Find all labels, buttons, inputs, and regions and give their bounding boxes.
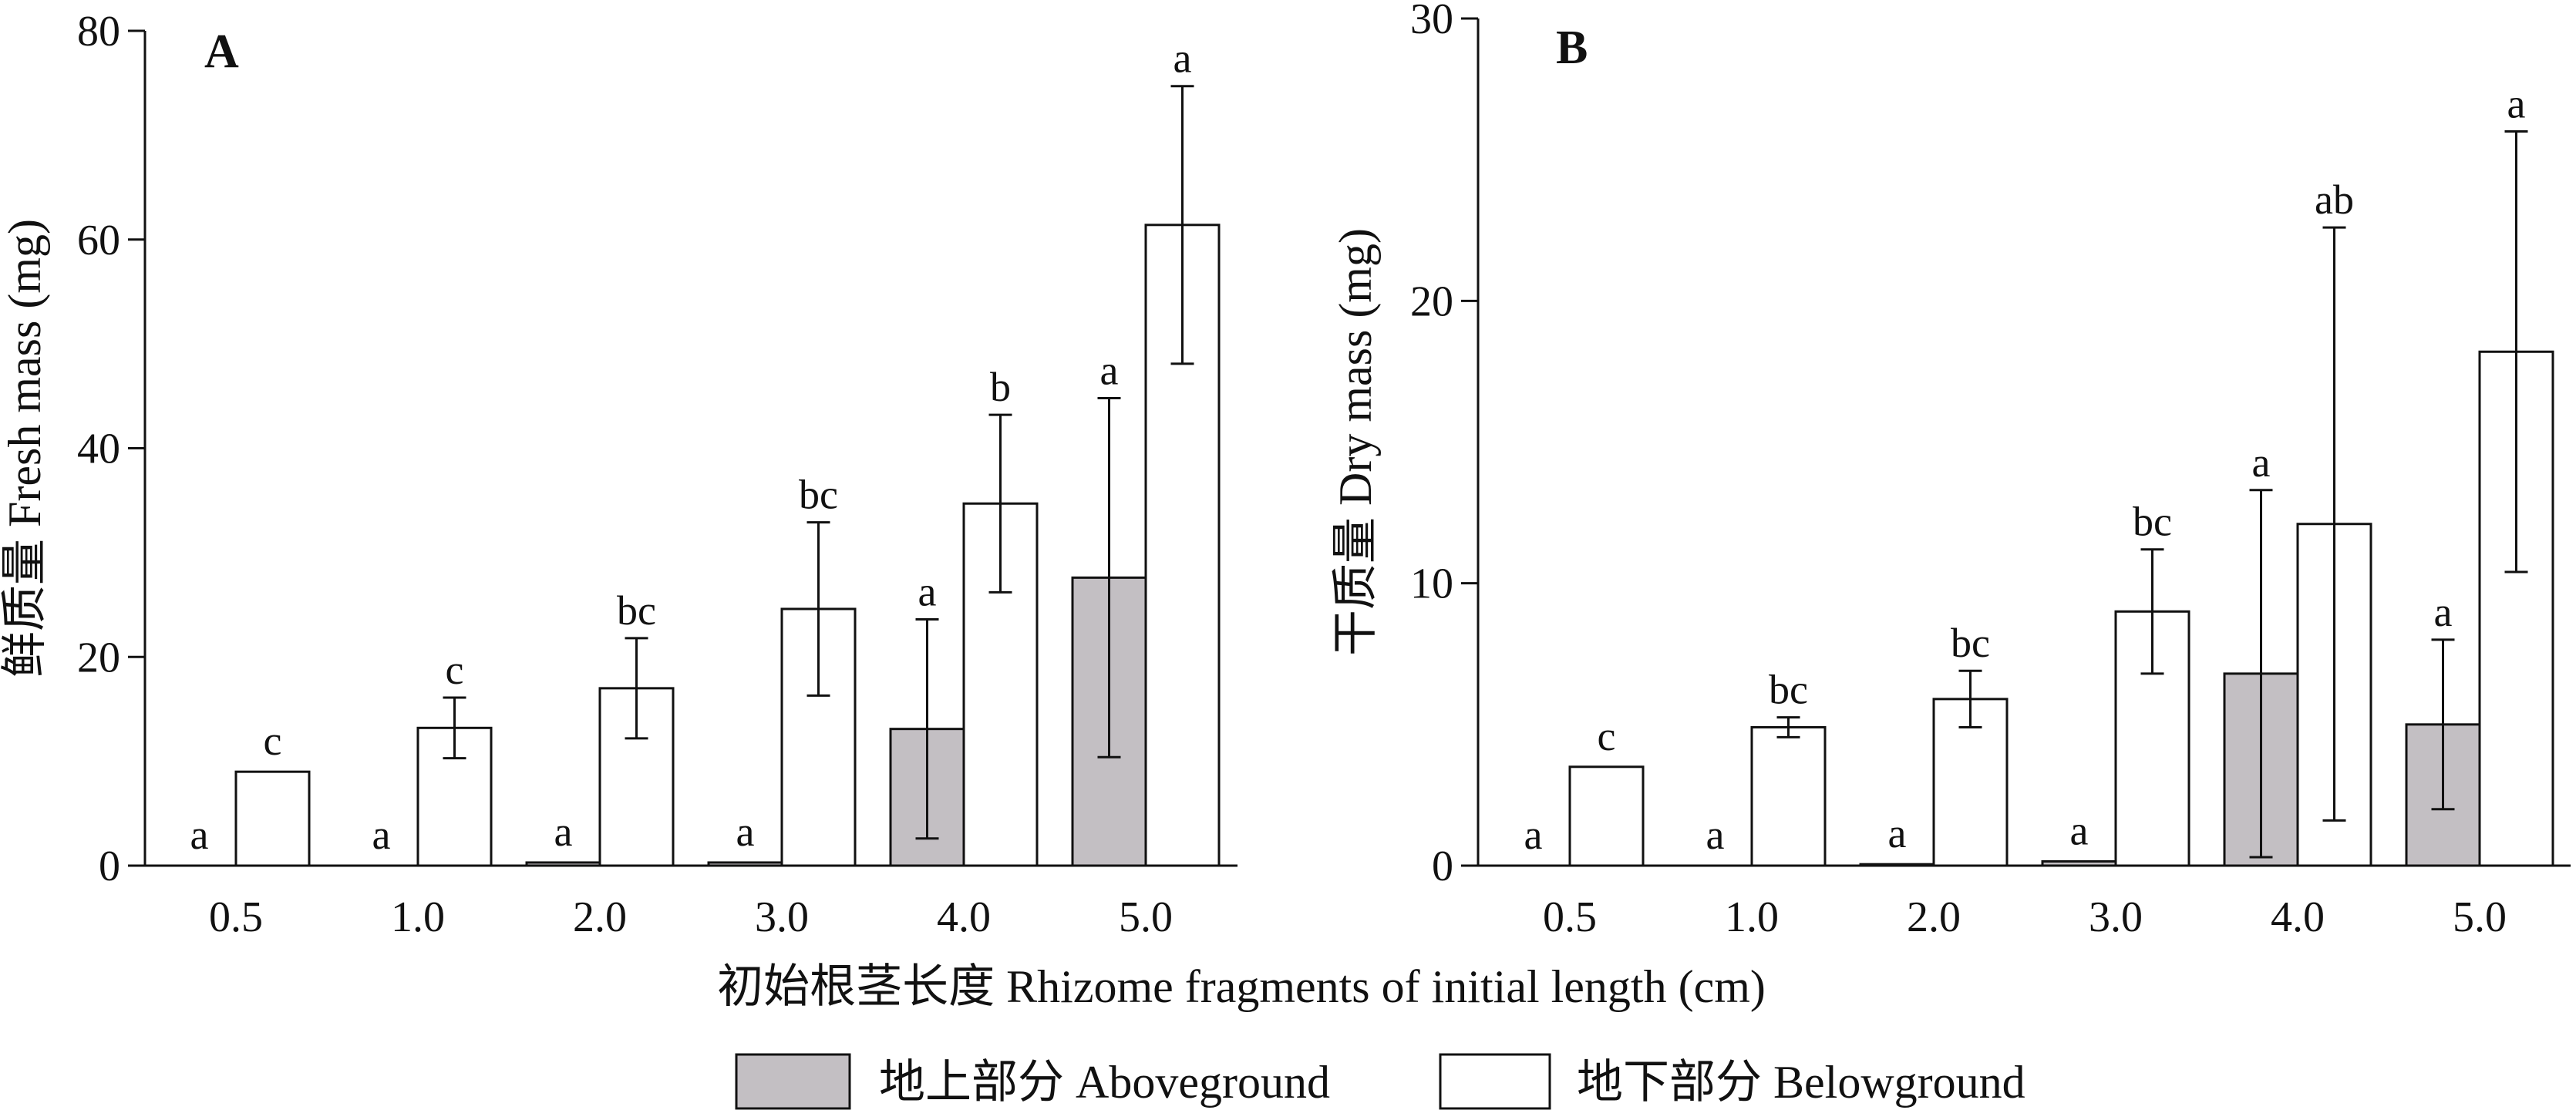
significance-label-aboveground: a bbox=[2434, 589, 2453, 635]
x-tick-label: 5.0 bbox=[2453, 893, 2507, 941]
x-tick-label: 0.5 bbox=[209, 893, 263, 941]
significance-label-aboveground: a bbox=[1100, 348, 1119, 394]
y-tick-label: 40 bbox=[77, 426, 120, 473]
significance-label-belowground: b bbox=[990, 364, 1011, 410]
x-tick-label: 1.0 bbox=[391, 893, 445, 941]
y-tick-label: 60 bbox=[77, 217, 120, 264]
y-tick-label: 0 bbox=[99, 843, 120, 890]
significance-label-belowground: c bbox=[1598, 713, 1616, 759]
bar-belowground bbox=[1750, 725, 1827, 867]
bar-aboveground bbox=[525, 861, 601, 867]
significance-label-aboveground: a bbox=[918, 569, 937, 615]
x-tick-label: 4.0 bbox=[937, 893, 991, 941]
y-axis-title: 干质量 Dry mass (mg) bbox=[1330, 228, 1381, 656]
significance-label-belowground: bc bbox=[2133, 499, 2172, 545]
y-tick-label: 20 bbox=[77, 634, 120, 681]
panel-letter: A bbox=[204, 25, 239, 78]
significance-label-belowground: c bbox=[264, 718, 282, 764]
legend-swatch-aboveground bbox=[735, 1053, 851, 1110]
bar-aboveground bbox=[1859, 863, 1935, 867]
y-axis-title: 鲜质量 Fresh mass (mg) bbox=[0, 219, 50, 678]
significance-label-aboveground: a bbox=[190, 812, 209, 858]
legend-label-belowground: 地下部分 Belowground bbox=[1577, 1057, 2025, 1108]
significance-label-belowground: bc bbox=[1769, 667, 1808, 713]
y-tick-label: 0 bbox=[1432, 843, 1453, 890]
x-tick-label: 2.0 bbox=[573, 893, 627, 941]
bar-belowground bbox=[1568, 765, 1645, 867]
y-tick-label: 80 bbox=[77, 8, 120, 56]
x-tick-label: 1.0 bbox=[1725, 893, 1779, 941]
significance-label-belowground: bc bbox=[617, 587, 656, 634]
x-tick-label: 0.5 bbox=[1543, 893, 1597, 941]
significance-label-aboveground: a bbox=[2252, 439, 2271, 486]
bar-aboveground bbox=[2041, 860, 2117, 867]
x-tick-label: 4.0 bbox=[2271, 893, 2325, 941]
significance-label-aboveground: a bbox=[1706, 812, 1725, 858]
significance-label-belowground: a bbox=[2507, 81, 2526, 127]
significance-label-aboveground: a bbox=[1888, 810, 1907, 856]
bar-aboveground bbox=[707, 861, 783, 867]
x-tick-label: 3.0 bbox=[2089, 893, 2143, 941]
significance-label-belowground: bc bbox=[799, 472, 838, 518]
significance-label-belowground: a bbox=[1174, 35, 1192, 82]
significance-label-belowground: c bbox=[446, 647, 464, 693]
x-tick-label: 3.0 bbox=[755, 893, 809, 941]
legend: 地上部分 Aboveground 地下部分 Belowground bbox=[735, 1053, 2025, 1110]
significance-label-belowground: bc bbox=[1951, 620, 1990, 666]
significance-label-aboveground: a bbox=[1524, 812, 1543, 858]
x-axis-title: 初始根茎长度 Rhizome fragments of initial leng… bbox=[717, 961, 1766, 1012]
significance-label-belowground: ab bbox=[2315, 177, 2354, 223]
legend-swatch-belowground bbox=[1439, 1053, 1551, 1110]
panel-letter: B bbox=[1556, 22, 1588, 74]
y-tick-label: 10 bbox=[1410, 560, 1453, 608]
significance-label-aboveground: a bbox=[372, 812, 391, 858]
x-tick-label: 5.0 bbox=[1119, 893, 1173, 941]
y-tick-label: 30 bbox=[1410, 0, 1453, 43]
significance-label-aboveground: a bbox=[736, 809, 755, 855]
significance-label-aboveground: a bbox=[554, 809, 573, 855]
bar-belowground bbox=[234, 770, 311, 867]
y-tick-label: 20 bbox=[1410, 278, 1453, 325]
significance-label-aboveground: a bbox=[2070, 808, 2089, 854]
x-tick-label: 2.0 bbox=[1907, 893, 1961, 941]
legend-label-aboveground: 地上部分 Aboveground bbox=[879, 1057, 1330, 1108]
